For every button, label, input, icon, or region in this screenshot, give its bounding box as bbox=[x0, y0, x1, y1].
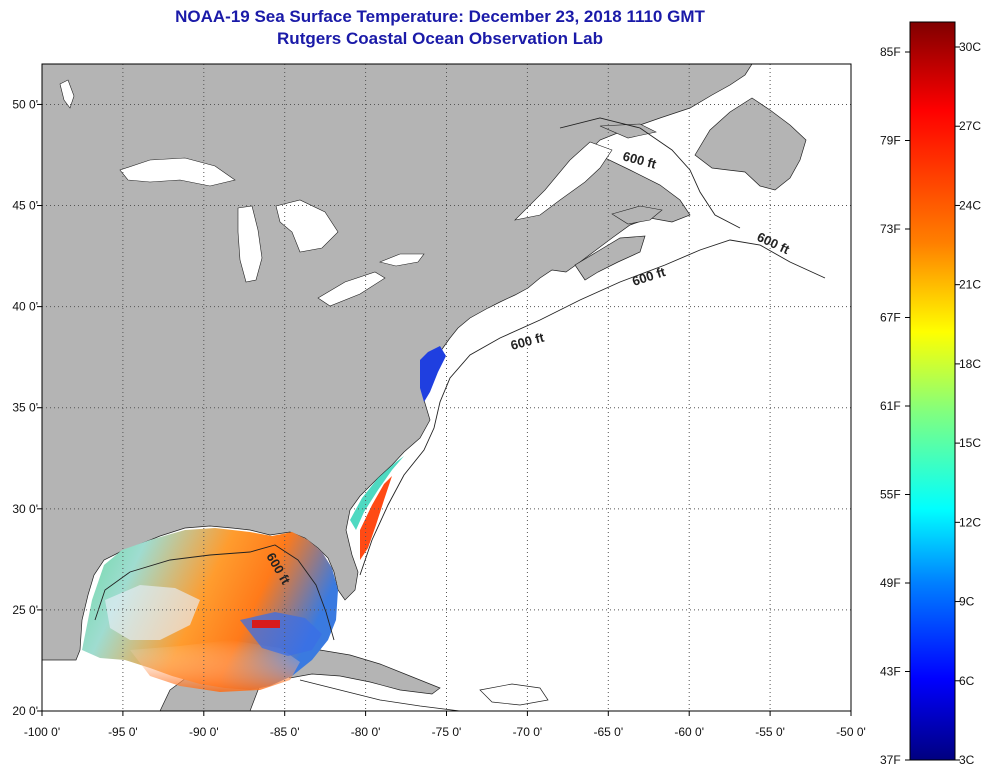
colorbar-f-label: 61F bbox=[880, 399, 901, 413]
colorbar-c-label: 9C bbox=[959, 595, 975, 609]
lon-tick-label: -80 0' bbox=[351, 725, 381, 739]
lon-tick-label: -55 0' bbox=[755, 725, 785, 739]
isobath-caribbean-contour bbox=[299, 679, 461, 711]
colorbar-f-label: 49F bbox=[880, 576, 901, 590]
sst-gulf-cloud-patches bbox=[105, 585, 200, 640]
sst-gulf-south-warm bbox=[130, 640, 300, 692]
isobath-gulf-contour bbox=[94, 544, 335, 641]
colorbar-f-label: 67F bbox=[880, 311, 901, 325]
lake-erie bbox=[317, 271, 386, 307]
colorbar-f-label: 79F bbox=[880, 134, 901, 148]
colorbar-c-label: 3C bbox=[959, 753, 975, 767]
colorbar-f-label: 85F bbox=[880, 45, 901, 59]
lat-tick-label: 35 0' bbox=[12, 401, 38, 415]
colorbar-f-label: 73F bbox=[880, 222, 901, 236]
colorbar-labels: 85F 79F 73F 67F 61F 55F 49F 43F 37F 30C 27C 24C 21C 1… bbox=[880, 40, 981, 767]
colorbar-c-label: 30C bbox=[959, 40, 981, 54]
map-title: NOAA-19 Sea Surface Temperature: Decembe… bbox=[175, 7, 705, 26]
lat-tick-label: 30 0' bbox=[12, 502, 38, 516]
sst-florida-east-coast bbox=[350, 456, 404, 530]
lake-superior bbox=[119, 157, 236, 187]
lat-tick-label: 45 0' bbox=[12, 199, 38, 213]
lon-tick-label: -70 0' bbox=[513, 725, 543, 739]
sst-chesapeake-blue bbox=[420, 346, 446, 402]
newfoundland-land bbox=[694, 97, 807, 191]
lon-tick-label: -85 0' bbox=[270, 725, 300, 739]
lon-tick-label: -50 0' bbox=[836, 725, 866, 739]
lat-tick-label: 25 0' bbox=[12, 603, 38, 617]
isobath-atlantic-contour bbox=[359, 239, 826, 576]
lat-tick-label: 20 0' bbox=[12, 704, 38, 718]
map-subtitle: Rutgers Coastal Ocean Observation Lab bbox=[277, 29, 603, 48]
lon-tick-label: -75 0' bbox=[432, 725, 462, 739]
colorbar-c-label: 12C bbox=[959, 515, 981, 529]
lon-tick-label: -100 0' bbox=[24, 725, 60, 739]
sst-gulf-stream-strip bbox=[360, 476, 392, 560]
lon-tick-label: -65 0' bbox=[593, 725, 623, 739]
cuba-land bbox=[267, 649, 441, 695]
colorbar-f-label: 55F bbox=[880, 488, 901, 502]
lake-huron bbox=[275, 199, 339, 253]
colorbar-c-label: 18C bbox=[959, 357, 981, 371]
colorbar-c-label: 27C bbox=[959, 119, 981, 133]
lake-michigan bbox=[237, 205, 263, 283]
lake-winnipeg bbox=[59, 79, 75, 109]
lake-ontario bbox=[379, 253, 425, 267]
colorbar-c-label: 21C bbox=[959, 278, 981, 292]
lon-tick-label: -95 0' bbox=[108, 725, 138, 739]
colorbar-c-label: 6C bbox=[959, 674, 975, 688]
lat-tick-label: 50 0' bbox=[12, 97, 38, 111]
lon-tick-label: -60 0' bbox=[674, 725, 704, 739]
colorbar-f-label: 43F bbox=[880, 665, 901, 679]
hispaniola-land bbox=[479, 683, 549, 706]
sst-red-spot bbox=[252, 620, 280, 628]
colorbar-f-label: 37F bbox=[880, 753, 901, 767]
prince-edward-island bbox=[611, 205, 663, 225]
grid-lines bbox=[42, 64, 851, 711]
colorbar-c-label: 15C bbox=[959, 436, 981, 450]
colorbar bbox=[909, 21, 956, 761]
axis-ticks: -100 0' -95 0' -90 0' -85 0' -80 0' -75 0' -70… bbox=[12, 97, 865, 739]
colorbar-c-label: 24C bbox=[959, 198, 981, 212]
lat-tick-label: 40 0' bbox=[12, 300, 38, 314]
maritimes-land bbox=[574, 235, 646, 281]
st-lawrence-water bbox=[514, 141, 613, 221]
isobath-north-contour bbox=[559, 117, 741, 229]
lon-tick-label: -90 0' bbox=[189, 725, 219, 739]
